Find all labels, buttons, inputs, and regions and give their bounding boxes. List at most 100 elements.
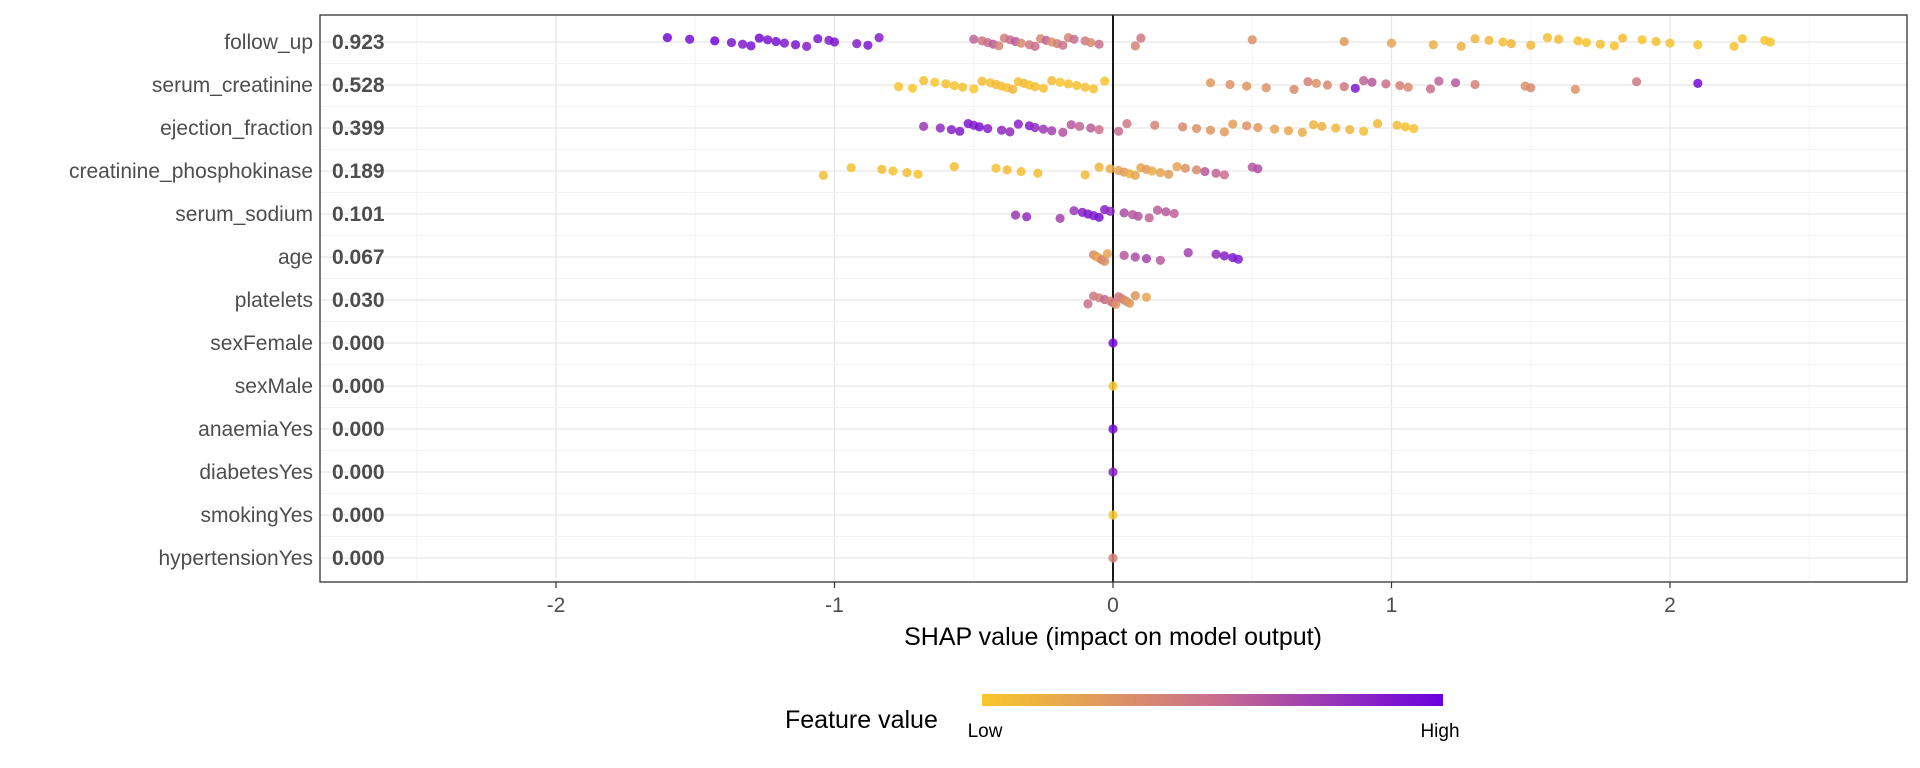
- data-point: [1737, 34, 1748, 44]
- data-point: [1219, 251, 1229, 261]
- feature-mean-value: 0.528: [332, 74, 385, 97]
- data-point: [907, 83, 918, 93]
- data-point: [1581, 37, 1592, 48]
- data-point: [1178, 122, 1188, 132]
- data-point: [949, 80, 959, 91]
- data-point: [1005, 127, 1015, 137]
- data-point: [1108, 424, 1118, 434]
- data-point: [1331, 123, 1341, 133]
- data-point: [1595, 39, 1605, 49]
- data-point: [1729, 41, 1739, 52]
- data-point: [1072, 80, 1082, 91]
- data-point: [1403, 82, 1413, 92]
- data-point: [1144, 213, 1154, 223]
- feature-mean-value: 0.000: [332, 461, 385, 484]
- data-point: [846, 163, 856, 173]
- x-tick-label: 1: [1386, 594, 1398, 617]
- data-point: [1400, 122, 1411, 132]
- data-point: [1339, 82, 1349, 92]
- data-point: [1498, 37, 1508, 47]
- data-point: [726, 37, 737, 48]
- data-point: [1033, 168, 1043, 178]
- feature-mean-value: 0.000: [332, 418, 385, 441]
- data-point: [1372, 119, 1383, 129]
- data-point: [1651, 36, 1661, 47]
- feature-label: serum_sodium: [175, 203, 313, 226]
- x-tick-label: -2: [547, 594, 566, 617]
- x-tick-label: 0: [1107, 594, 1119, 617]
- feature-label: anaemiaYes: [198, 418, 313, 441]
- feature-label: sexFemale: [210, 332, 313, 355]
- feature-label: ejection_fraction: [160, 117, 313, 140]
- data-point: [1693, 40, 1703, 50]
- data-point: [1094, 162, 1104, 172]
- data-point: [1434, 76, 1444, 86]
- data-point: [1289, 84, 1299, 94]
- data-point: [1322, 80, 1333, 90]
- data-point: [746, 41, 756, 51]
- data-point: [1211, 249, 1221, 259]
- data-point: [1765, 37, 1775, 47]
- data-point: [1094, 212, 1104, 222]
- data-point: [1211, 168, 1221, 178]
- data-point: [955, 126, 965, 136]
- data-point: [941, 79, 951, 89]
- data-point: [983, 123, 993, 134]
- data-point: [930, 77, 940, 87]
- feature-mean-value: 0.000: [332, 547, 385, 570]
- feature-mean-value: 0.067: [332, 246, 385, 269]
- data-point: [1030, 41, 1040, 52]
- data-point: [1345, 125, 1355, 135]
- data-point: [1155, 255, 1165, 265]
- data-point: [1030, 82, 1040, 92]
- data-point: [1269, 124, 1280, 134]
- data-point: [919, 121, 929, 131]
- data-point: [1047, 126, 1057, 136]
- data-point: [893, 82, 904, 92]
- data-point: [1350, 83, 1360, 93]
- data-point: [1693, 78, 1703, 88]
- data-point: [802, 41, 812, 52]
- data-point: [1074, 121, 1085, 131]
- data-point: [1088, 84, 1099, 94]
- feature-label: diabetesYes: [199, 461, 313, 484]
- data-point: [1180, 163, 1191, 173]
- data-point: [1016, 38, 1026, 48]
- data-point: [1086, 37, 1096, 48]
- data-point: [1526, 83, 1536, 93]
- data-point: [1152, 205, 1163, 215]
- data-point: [1219, 127, 1229, 137]
- data-point: [1392, 120, 1402, 130]
- data-point: [1141, 254, 1152, 264]
- data-point: [994, 41, 1004, 51]
- data-point: [1253, 122, 1263, 133]
- data-point: [1339, 36, 1349, 47]
- data-point: [1470, 79, 1480, 90]
- data-point: [1395, 80, 1405, 91]
- data-point: [1155, 168, 1165, 178]
- data-point: [852, 39, 862, 49]
- data-point: [863, 40, 873, 50]
- data-point: [1083, 299, 1093, 309]
- feature-label: follow_up: [224, 31, 313, 54]
- data-point: [874, 33, 884, 43]
- data-point: [1665, 38, 1675, 48]
- data-point: [1100, 256, 1110, 266]
- x-axis-title: SHAP value (impact on model output): [904, 623, 1322, 651]
- data-point: [1108, 338, 1118, 348]
- legend-title: Feature value: [785, 706, 938, 734]
- data-point: [1573, 36, 1583, 46]
- data-point: [1247, 35, 1257, 45]
- feature-label: smokingYes: [201, 504, 313, 527]
- data-point: [829, 37, 840, 47]
- data-point: [1164, 169, 1174, 179]
- feature-mean-value: 0.923: [332, 31, 385, 54]
- data-point: [1542, 33, 1553, 43]
- data-point: [1367, 77, 1377, 87]
- feature-label: sexMale: [235, 375, 313, 398]
- data-point: [1119, 250, 1129, 260]
- data-point: [997, 125, 1007, 135]
- data-point: [969, 84, 979, 94]
- color-legend: Feature value Low High: [785, 694, 1460, 742]
